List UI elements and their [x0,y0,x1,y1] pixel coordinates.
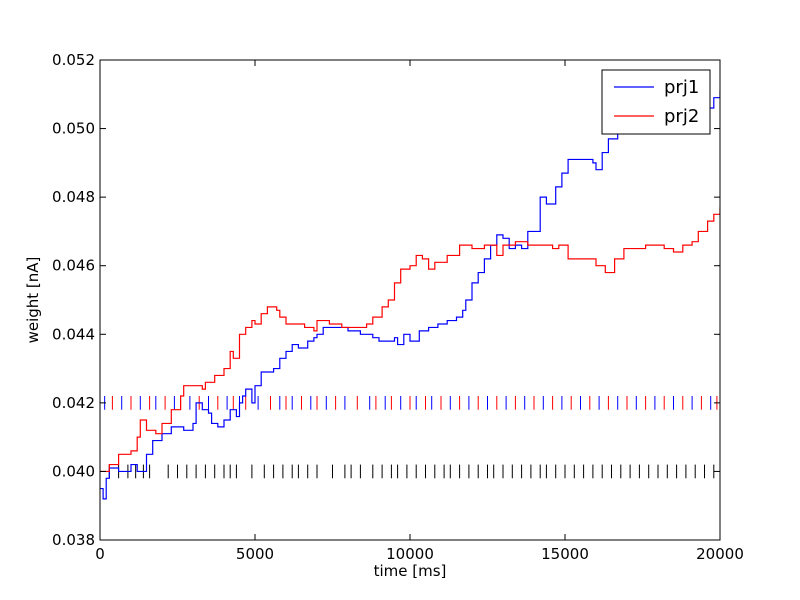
y-tick-label: 0.048 [52,188,95,206]
y-tick-label: 0.042 [52,394,95,412]
y-tick-label: 0.044 [52,325,95,343]
series-lines [100,90,720,500]
x-tick-label: 5000 [236,545,274,563]
y-tick-label: 0.052 [52,51,95,69]
y-axis-label: weight [nA] [24,257,42,344]
x-tick-label: 10000 [386,545,434,563]
y-tick-label: 0.050 [52,120,95,138]
series-line-prj1 [100,90,720,500]
y-tick-label: 0.040 [52,462,95,480]
series-line-prj2 [100,207,720,473]
spike-row-1 [108,464,715,479]
axis-ticks: 0 5000 10000 15000 20000 0.038 0.040 0.042 0.044… [52,51,744,563]
y-tick-label: 0.038 [52,531,95,549]
plot-area [100,60,720,540]
legend-box [601,69,711,135]
legend-label-prj1: prj1 [664,77,699,98]
y-tick-label: 0.046 [52,257,95,275]
x-tick-label: 0 [95,545,105,563]
x-tick-label: 15000 [541,545,589,563]
legend-label-prj2: prj2 [664,106,699,127]
legend: prj1 prj2 [601,69,711,135]
x-tick-label: 20000 [696,545,744,563]
x-axis-label: time [ms] [374,562,447,580]
